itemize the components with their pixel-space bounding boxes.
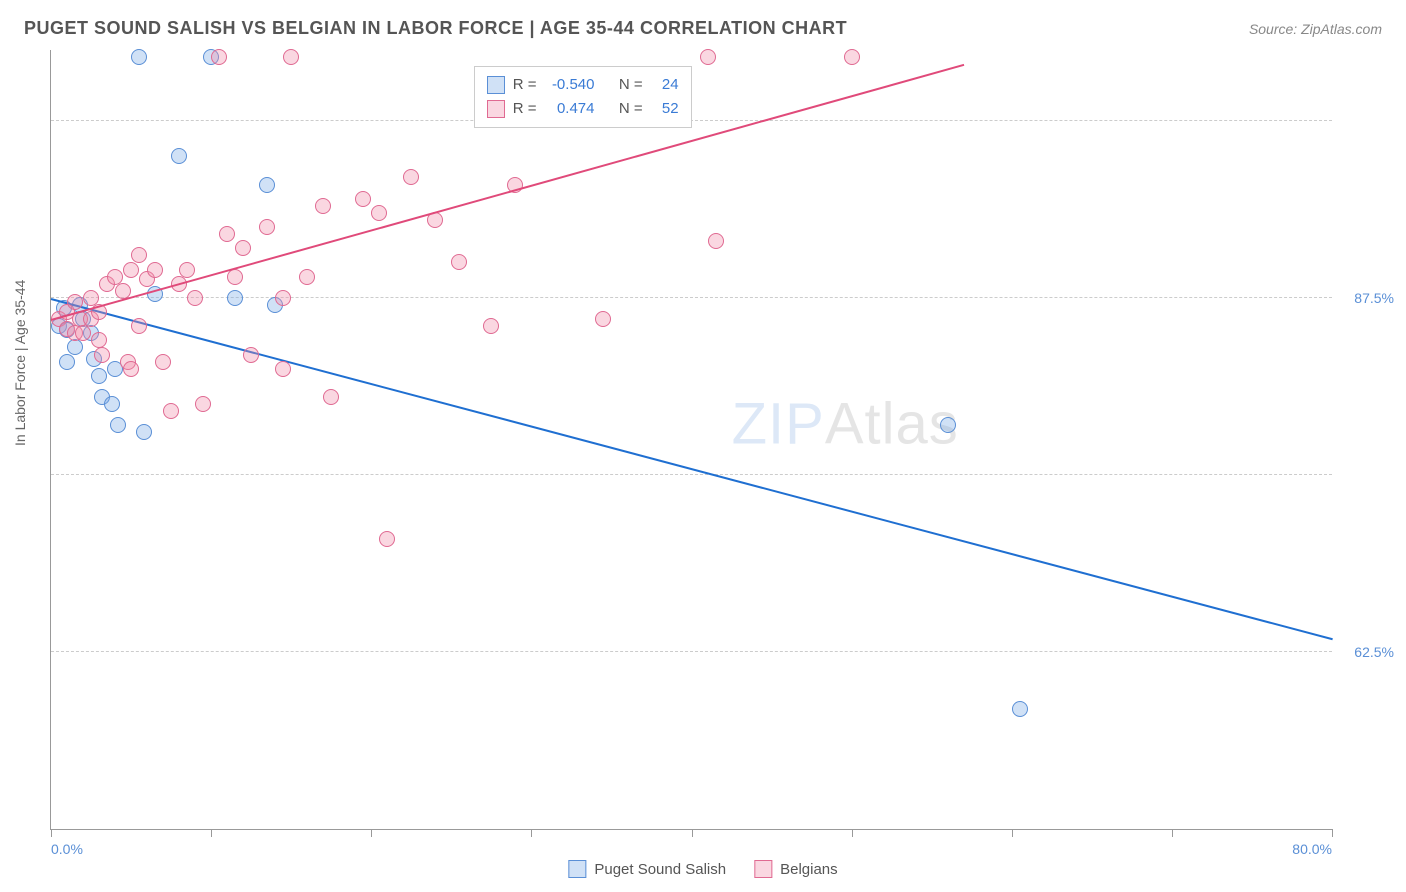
data-point — [211, 49, 227, 65]
data-point — [243, 347, 259, 363]
legend: Puget Sound Salish Belgians — [568, 860, 837, 878]
data-point — [219, 226, 235, 242]
x-tick — [1332, 829, 1333, 837]
stats-swatch — [487, 100, 505, 118]
stat-value-r: 0.474 — [544, 97, 594, 121]
data-point — [171, 148, 187, 164]
x-tick — [852, 829, 853, 837]
stats-swatch — [487, 76, 505, 94]
data-point — [59, 354, 75, 370]
data-point — [179, 262, 195, 278]
stat-value-n: 24 — [651, 73, 679, 97]
data-point — [283, 49, 299, 65]
data-point — [227, 290, 243, 306]
legend-label-salish: Puget Sound Salish — [594, 861, 726, 878]
data-point — [67, 294, 83, 310]
data-point — [275, 361, 291, 377]
data-point — [131, 247, 147, 263]
legend-item-belgians: Belgians — [754, 860, 838, 878]
stat-label-n: N = — [619, 73, 643, 97]
data-point — [299, 269, 315, 285]
y-tick-label: 62.5% — [1354, 644, 1394, 660]
data-point — [163, 403, 179, 419]
data-point — [451, 254, 467, 270]
data-point — [155, 354, 171, 370]
data-point — [259, 219, 275, 235]
data-point — [595, 311, 611, 327]
x-tick — [371, 829, 372, 837]
stat-value-n: 52 — [651, 97, 679, 121]
data-point — [104, 396, 120, 412]
data-point — [187, 290, 203, 306]
x-tick — [211, 829, 212, 837]
x-tick-label: 80.0% — [1292, 841, 1332, 857]
stats-box: R = -0.540 N = 24 R = 0.474 N = 52 — [474, 66, 692, 128]
legend-label-belgians: Belgians — [780, 861, 838, 878]
data-point — [483, 318, 499, 334]
data-point — [940, 417, 956, 433]
x-tick — [692, 829, 693, 837]
chart-title: PUGET SOUND SALISH VS BELGIAN IN LABOR F… — [24, 18, 847, 39]
data-point — [315, 198, 331, 214]
legend-swatch-salish — [568, 860, 586, 878]
data-point — [323, 389, 339, 405]
stat-label-r: R = — [513, 73, 537, 97]
gridline — [51, 297, 1332, 298]
data-point — [131, 318, 147, 334]
gridline — [51, 651, 1332, 652]
watermark: ZIPAtlas — [732, 390, 959, 457]
legend-item-salish: Puget Sound Salish — [568, 860, 726, 878]
data-point — [94, 347, 110, 363]
chart-source: Source: ZipAtlas.com — [1249, 21, 1382, 37]
data-point — [110, 417, 126, 433]
stat-label-n: N = — [619, 97, 643, 121]
x-tick — [1172, 829, 1173, 837]
data-point — [259, 177, 275, 193]
data-point — [844, 49, 860, 65]
data-point — [700, 49, 716, 65]
plot-area: 62.5%87.5%0.0%80.0%ZIPAtlasR =-0.540 N =… — [50, 50, 1332, 830]
data-point — [355, 191, 371, 207]
y-axis-label: In Labor Force | Age 35-44 — [12, 280, 28, 446]
data-point — [123, 262, 139, 278]
data-point — [275, 290, 291, 306]
data-point — [195, 396, 211, 412]
data-point — [147, 262, 163, 278]
data-point — [708, 233, 724, 249]
data-point — [123, 361, 139, 377]
x-tick — [51, 829, 52, 837]
x-tick — [531, 829, 532, 837]
stat-value-r: -0.540 — [544, 73, 594, 97]
data-point — [91, 368, 107, 384]
gridline — [51, 474, 1332, 475]
x-tick-label: 0.0% — [51, 841, 83, 857]
stats-row: R = -0.540 N = 24 — [487, 73, 679, 97]
stat-label-r: R = — [513, 97, 537, 121]
data-point — [136, 424, 152, 440]
data-point — [235, 240, 251, 256]
data-point — [1012, 701, 1028, 717]
trend-line — [51, 298, 1334, 640]
y-tick-label: 87.5% — [1354, 290, 1394, 306]
data-point — [403, 169, 419, 185]
stats-row: R = 0.474 N = 52 — [487, 97, 679, 121]
x-tick — [1012, 829, 1013, 837]
data-point — [371, 205, 387, 221]
data-point — [131, 49, 147, 65]
data-point — [379, 531, 395, 547]
data-point — [75, 325, 91, 341]
legend-swatch-belgians — [754, 860, 772, 878]
